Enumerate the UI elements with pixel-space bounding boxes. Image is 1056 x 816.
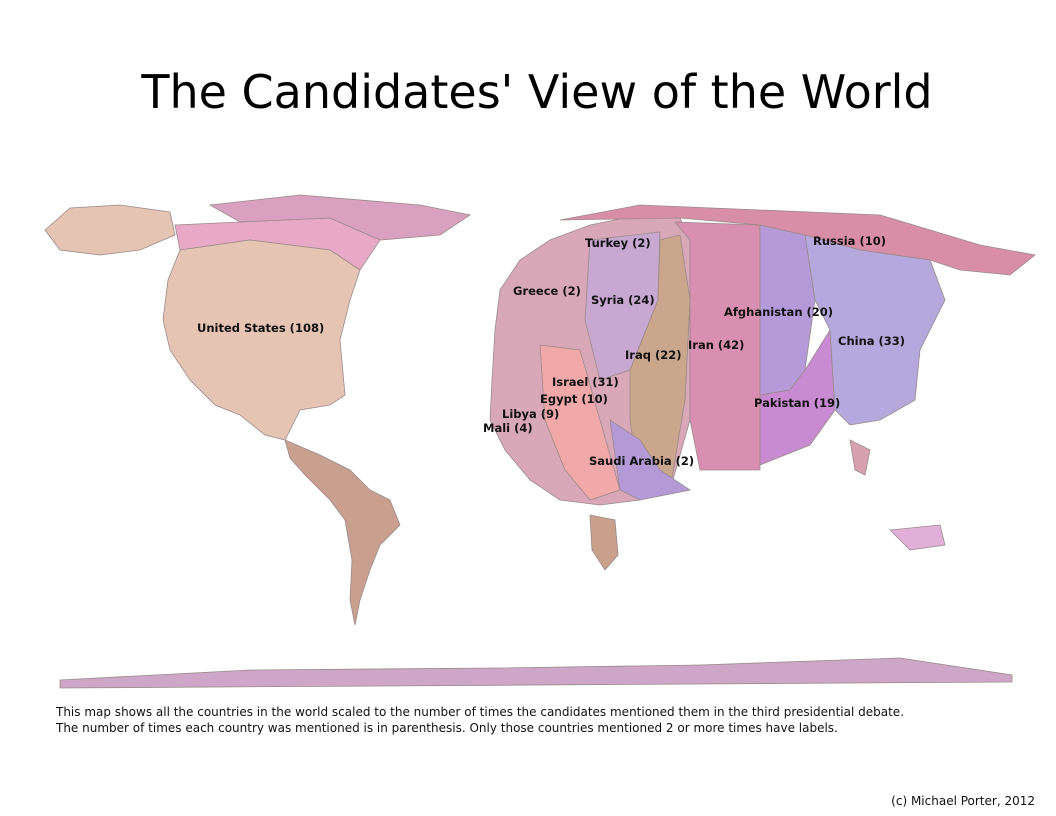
description: This map shows all the countries in the … — [55, 705, 904, 719]
country-label: Israel (31) — [552, 375, 619, 389]
arctic-islands — [208, 194, 472, 241]
country-label: Syria (24) — [591, 293, 655, 307]
australia — [889, 524, 946, 551]
credit: (c) Michael Porter, 2012 — [891, 794, 1035, 808]
title: The Candidates' View of the World — [140, 65, 932, 119]
country-label: Libya (9) — [502, 407, 559, 421]
saudi-arabia — [609, 419, 692, 501]
southern-africa — [589, 514, 619, 571]
country-label: Greece (2) — [513, 284, 581, 298]
description: The number of times each country was men… — [55, 721, 838, 735]
country-label: Egypt (10) — [540, 392, 608, 406]
country-label: Iran (42) — [688, 338, 744, 352]
china — [804, 234, 946, 426]
country-label: Turkey (2) — [585, 236, 651, 250]
country-label: Russia (10) — [813, 234, 886, 248]
israel — [539, 344, 621, 501]
country-label: China (33) — [838, 334, 905, 348]
antarctica — [59, 657, 1013, 689]
country-label: United States (108) — [197, 321, 324, 335]
russia — [559, 204, 1036, 276]
country-label: Saudi Arabia (2) — [589, 454, 694, 468]
se-asia — [849, 439, 871, 476]
country-labels: United States (108) Turkey (2) Russia (1… — [197, 234, 905, 468]
latin-america — [284, 439, 401, 626]
united-states — [162, 239, 361, 441]
country-label: Iraq (22) — [625, 348, 681, 362]
country-label: Afghanistan (20) — [724, 305, 833, 319]
country-label: Mali (4) — [483, 421, 533, 435]
cartogram — [44, 194, 1036, 689]
alaska — [44, 204, 176, 256]
country-label: Pakistan (19) — [754, 396, 840, 410]
